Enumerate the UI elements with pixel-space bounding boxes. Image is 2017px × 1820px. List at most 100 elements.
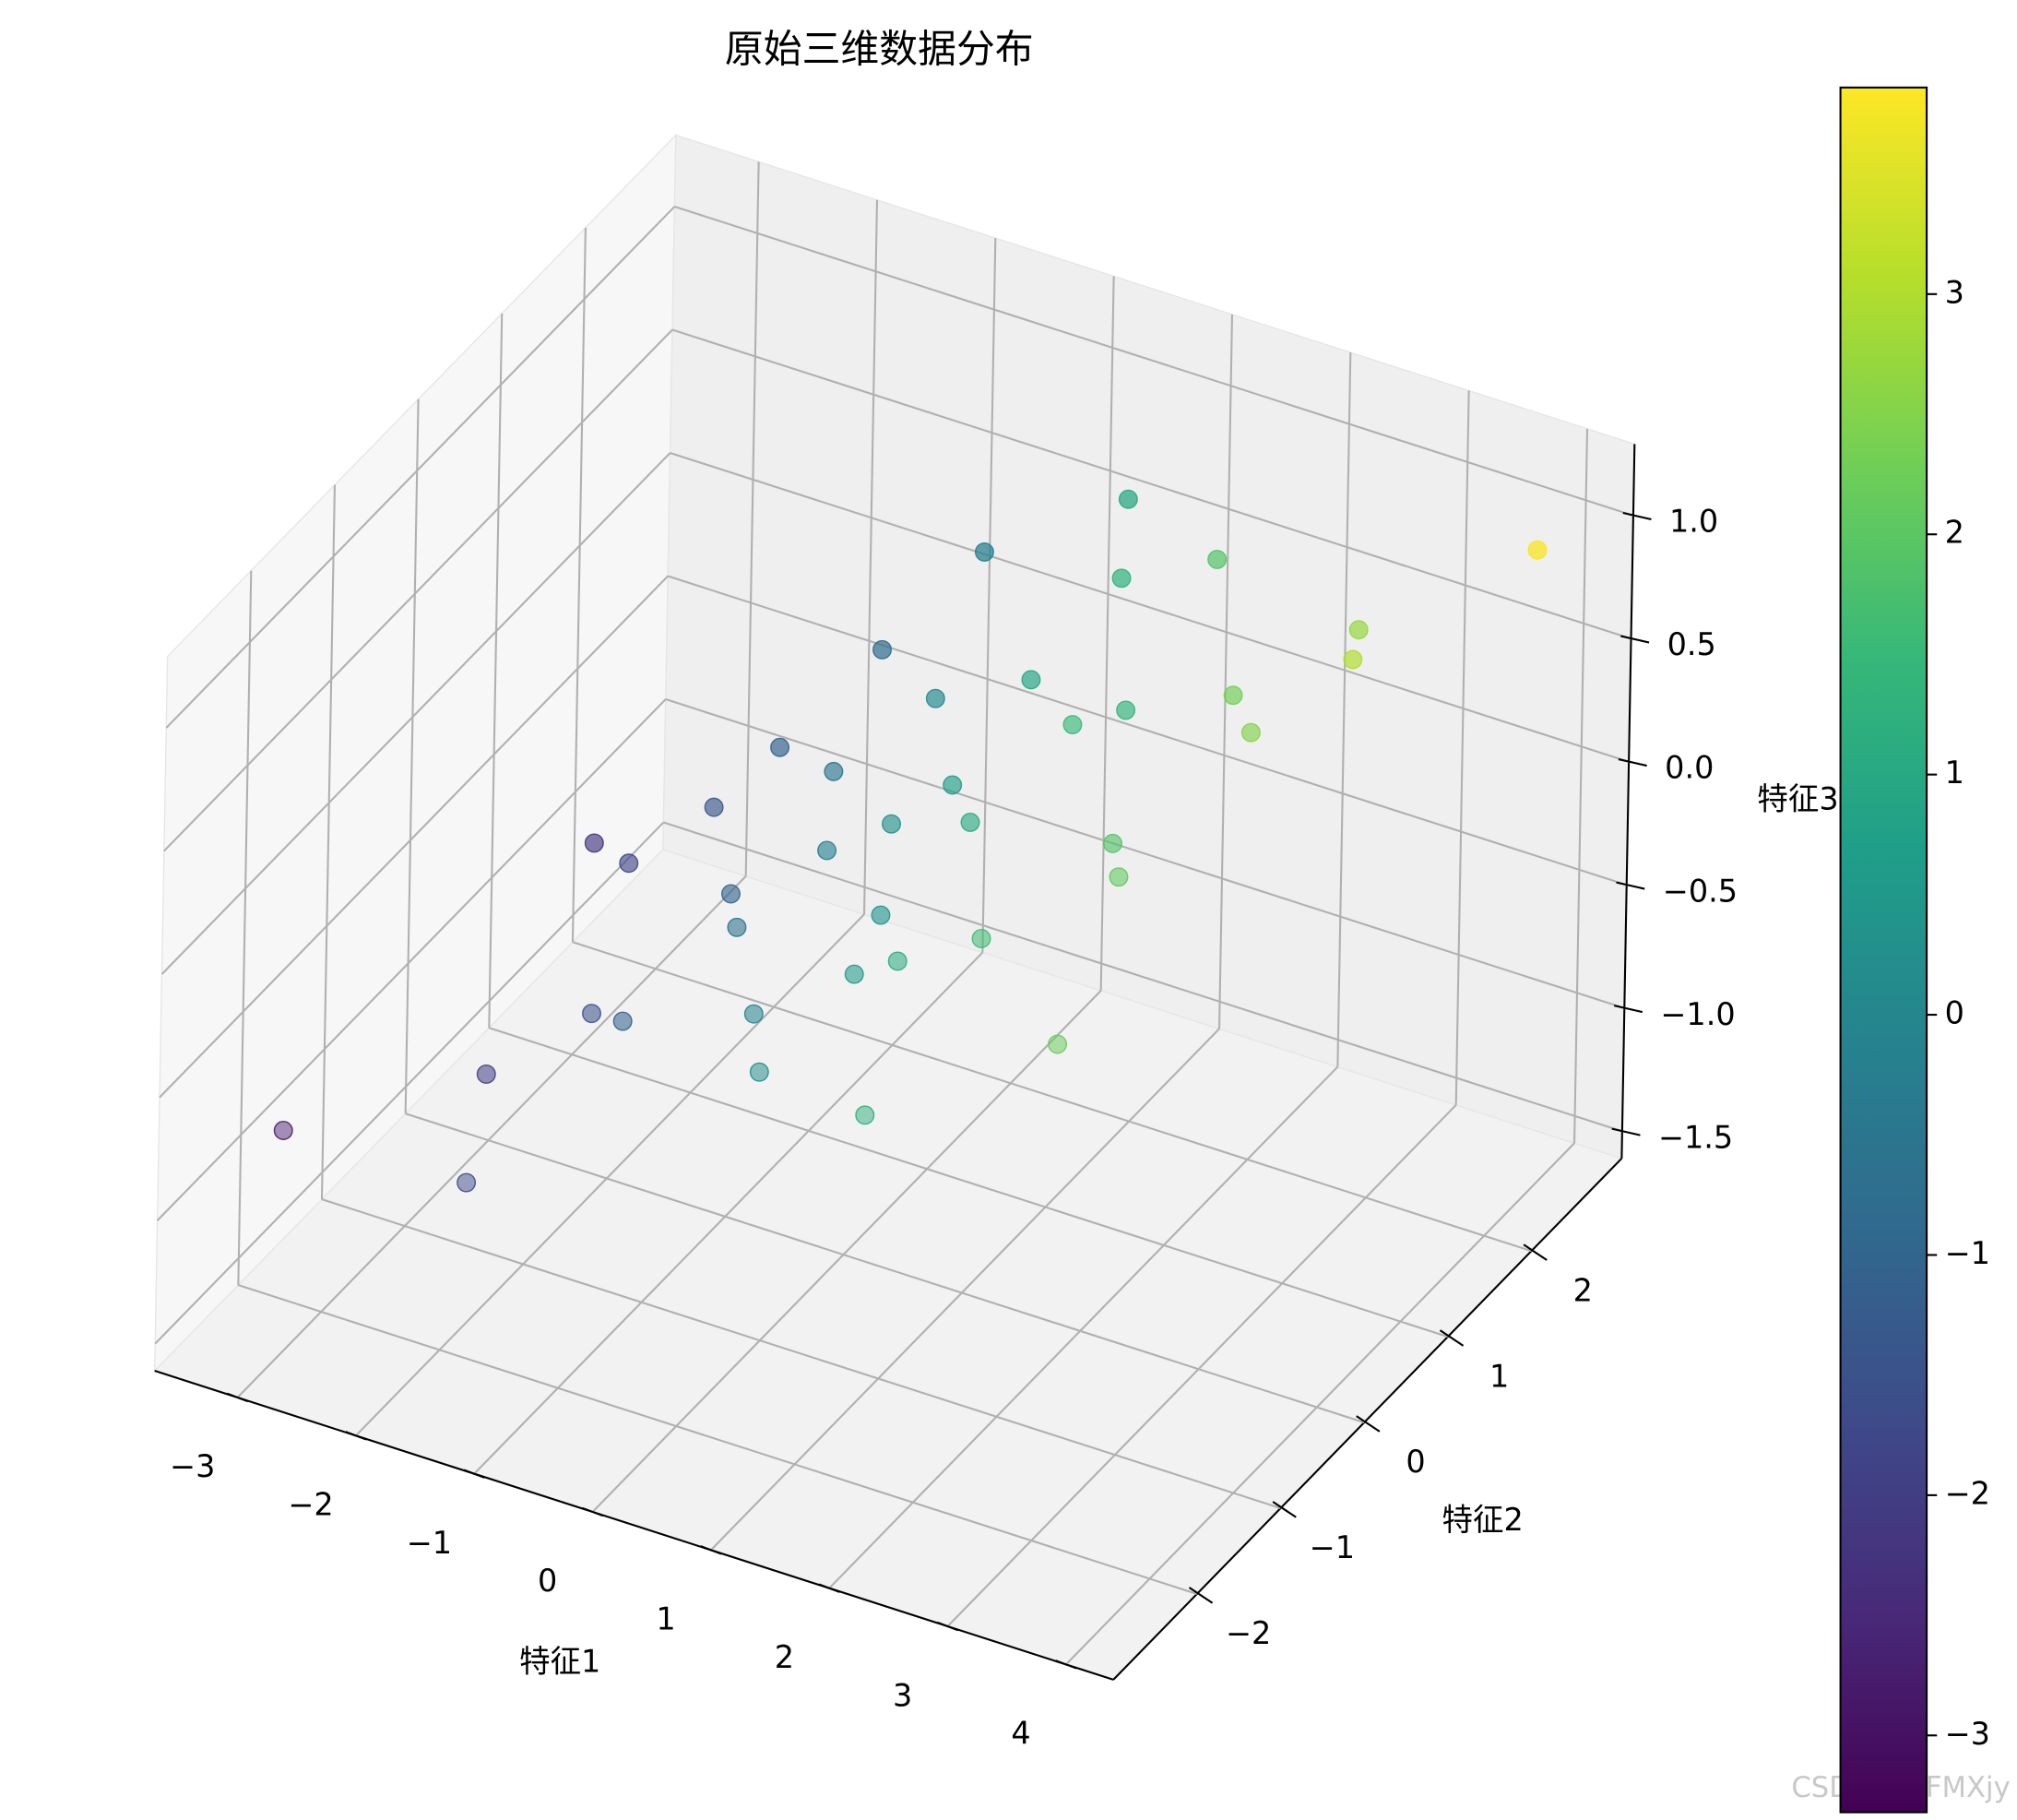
grid-line: [163, 328, 673, 852]
x-tick: [463, 1469, 485, 1479]
grid-line: [981, 238, 997, 953]
z-tick-label: −1.5: [1658, 1119, 1733, 1155]
z-axis-label: 特征3: [1757, 780, 1838, 816]
grid-line: [159, 575, 669, 1099]
data-point: [1348, 620, 1369, 640]
data-point: [704, 797, 724, 817]
x-tick-label: 4: [1011, 1716, 1030, 1752]
grid-line: [154, 821, 665, 1345]
y-tick-label: 1: [1489, 1358, 1509, 1394]
z-tick: [1622, 512, 1652, 521]
x-tick: [345, 1431, 367, 1441]
x-tick-label: −2: [288, 1487, 333, 1523]
x-tick: [1055, 1659, 1077, 1670]
z-tick-label: −1.0: [1660, 996, 1735, 1032]
data-point: [1240, 722, 1261, 743]
grid-line: [160, 452, 671, 975]
data-point: [476, 1064, 496, 1084]
grid-line: [665, 698, 1625, 1009]
grid-line: [404, 398, 420, 1114]
colorbar-tick-label: 0: [1945, 995, 1964, 1031]
grid-line: [321, 1198, 1281, 1510]
grid-line: [473, 951, 984, 1475]
data-point: [1343, 649, 1363, 670]
z-tick-label: 1.0: [1669, 504, 1718, 540]
x-tick-label: 3: [893, 1677, 912, 1713]
z-tick: [1616, 881, 1645, 890]
data-point: [943, 775, 963, 795]
grid-line: [165, 206, 676, 729]
x-tick-label: 0: [538, 1563, 557, 1599]
grid-line: [572, 941, 1532, 1253]
x-tick-label: −1: [407, 1525, 452, 1561]
grid-line: [591, 990, 1102, 1513]
x-tick: [818, 1583, 840, 1593]
data-point: [855, 1105, 875, 1125]
data-point: [1048, 1034, 1068, 1054]
y-tick-label: 0: [1406, 1444, 1425, 1480]
grid-line: [355, 913, 865, 1437]
data-point: [1062, 715, 1083, 735]
data-point: [817, 840, 837, 861]
grid-line: [671, 328, 1631, 640]
grid-line: [238, 1284, 1198, 1595]
data-point: [872, 639, 892, 660]
data-point: [457, 1172, 477, 1193]
data-point: [1118, 489, 1138, 509]
grid-line: [674, 205, 1634, 517]
data-point: [727, 917, 747, 937]
plot-area: −3 −2 −1 0 1 2 3 4 −2 −1 0 1 2 −1.5 −1.0 −0.5 0.0 0.5 1.0: [170, 489, 1738, 1752]
grid-line: [488, 1027, 1449, 1338]
grid-line: [1099, 276, 1115, 991]
y-tick-label: 2: [1573, 1272, 1593, 1308]
y-tick: [1356, 1415, 1381, 1433]
data-point: [273, 1121, 293, 1140]
grid-line: [663, 821, 1623, 1133]
colorbar-tick-label: −3: [1945, 1716, 1990, 1752]
panes: [153, 133, 1652, 1681]
data-point: [720, 884, 741, 904]
data-point: [1527, 540, 1548, 560]
data-point: [960, 812, 980, 832]
grid-line: [1336, 352, 1352, 1067]
data-point: [612, 1011, 633, 1031]
data-point: [1103, 833, 1122, 853]
data-point: [974, 541, 994, 562]
data-point: [770, 737, 790, 757]
y-tick: [1188, 1587, 1214, 1604]
data-point: [584, 833, 604, 853]
data-point: [1111, 568, 1132, 589]
colorbar-tick-label: 3: [1945, 274, 1964, 310]
data-point: [582, 1004, 601, 1024]
colorbar-tick-label: −2: [1945, 1475, 1990, 1511]
y-tick: [1523, 1243, 1548, 1261]
grid-line: [156, 698, 667, 1221]
grid-line: [236, 875, 747, 1398]
x-tick: [700, 1545, 722, 1555]
x-axis-label: 特征1: [519, 1643, 600, 1679]
data-point: [1207, 549, 1228, 569]
x-tick: [227, 1392, 249, 1403]
grid-line: [1572, 428, 1589, 1144]
grid-line: [405, 1112, 1365, 1424]
grid-line: [320, 484, 336, 1200]
x-tick-label: 2: [775, 1639, 794, 1675]
z-tick-label: 0.5: [1667, 626, 1716, 662]
data-point: [925, 688, 945, 708]
data-point: [1021, 670, 1041, 690]
y-tick: [1439, 1329, 1465, 1347]
z-tick-label: −0.5: [1663, 873, 1738, 909]
z-tick: [1618, 758, 1647, 767]
y-tick-label: −1: [1310, 1529, 1355, 1565]
grid-line: [667, 575, 1628, 886]
z-tick: [1611, 1127, 1641, 1136]
z-tick-label: 0.0: [1665, 750, 1714, 786]
grid-line: [237, 570, 253, 1286]
grid-line: [862, 199, 879, 915]
axis-line: [1620, 444, 1636, 1159]
colorbar: [1839, 86, 1928, 1814]
grid-line: [710, 1028, 1220, 1552]
x-tick-label: 1: [656, 1601, 675, 1637]
data-point: [743, 1004, 764, 1024]
